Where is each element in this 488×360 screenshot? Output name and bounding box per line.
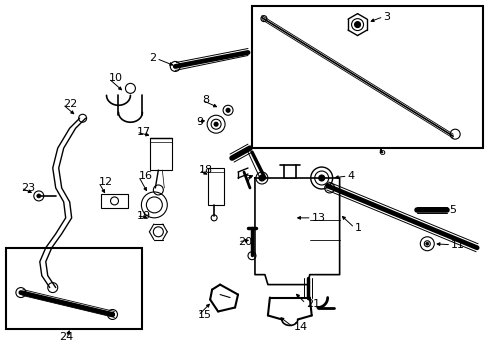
Text: 9: 9 bbox=[196, 117, 203, 127]
Text: 12: 12 bbox=[99, 177, 112, 187]
Text: 14: 14 bbox=[293, 323, 307, 332]
Text: 13: 13 bbox=[311, 213, 325, 223]
Text: 2: 2 bbox=[149, 54, 156, 63]
Bar bbox=[6, 248, 142, 329]
Text: 5: 5 bbox=[448, 205, 455, 215]
Text: 11: 11 bbox=[450, 240, 464, 250]
Circle shape bbox=[318, 175, 324, 181]
Circle shape bbox=[37, 194, 41, 198]
Circle shape bbox=[259, 175, 264, 181]
Circle shape bbox=[354, 22, 360, 28]
Circle shape bbox=[225, 108, 229, 112]
Text: 23: 23 bbox=[21, 183, 35, 193]
Circle shape bbox=[214, 122, 218, 126]
Bar bbox=[101, 194, 128, 208]
Text: 22: 22 bbox=[62, 99, 77, 109]
Text: 1: 1 bbox=[354, 223, 361, 233]
Bar bbox=[150, 138, 172, 170]
Circle shape bbox=[425, 242, 428, 245]
Text: 4: 4 bbox=[347, 171, 354, 181]
Bar bbox=[251, 6, 482, 148]
Text: 6: 6 bbox=[377, 147, 384, 157]
Text: 16: 16 bbox=[138, 171, 152, 181]
Text: 18: 18 bbox=[199, 165, 213, 175]
Text: 15: 15 bbox=[198, 310, 212, 320]
Text: 17: 17 bbox=[136, 127, 150, 137]
Text: 20: 20 bbox=[238, 237, 252, 247]
Text: 8: 8 bbox=[202, 95, 209, 105]
Text: 7: 7 bbox=[244, 175, 251, 185]
Text: 21: 21 bbox=[305, 298, 319, 309]
Text: 19: 19 bbox=[136, 211, 150, 221]
Bar bbox=[208, 168, 224, 205]
Text: 10: 10 bbox=[108, 73, 122, 84]
Text: 24: 24 bbox=[60, 332, 74, 342]
Text: 3: 3 bbox=[383, 12, 389, 22]
Circle shape bbox=[110, 312, 114, 316]
